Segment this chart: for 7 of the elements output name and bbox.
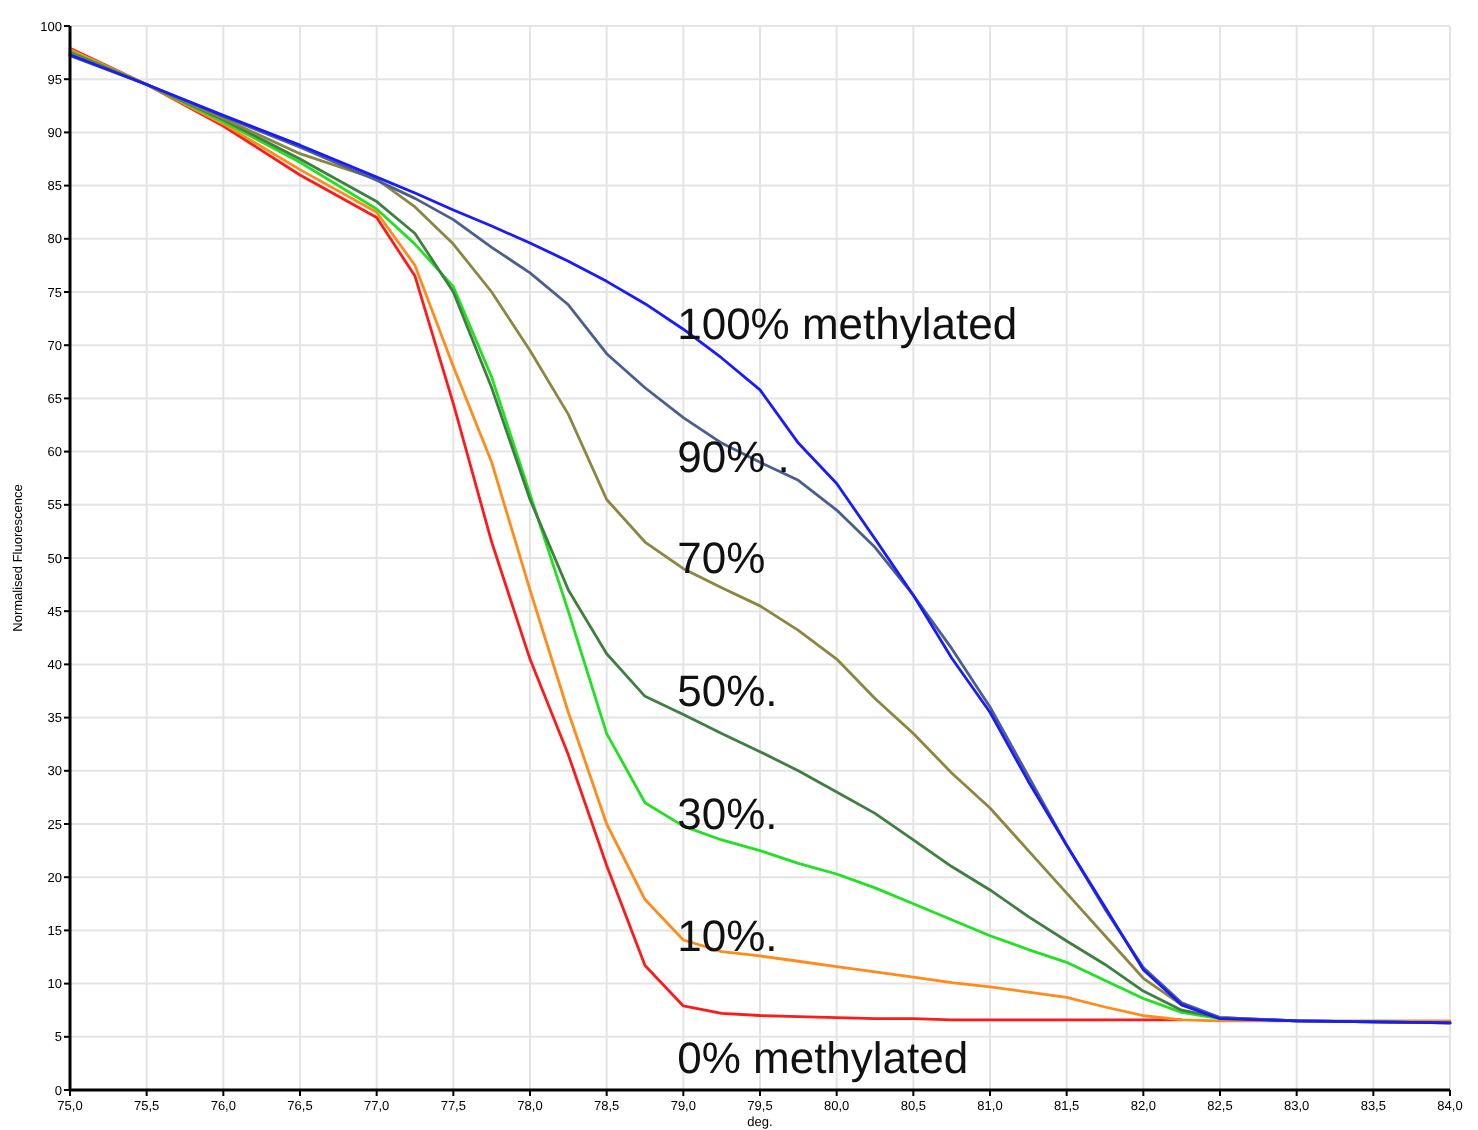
annotation: 50%.: [677, 666, 778, 717]
annotation: 0% methylated: [677, 1033, 969, 1084]
annotation: 100% methylated: [677, 299, 1018, 350]
annotation: 90% .: [677, 432, 790, 483]
annotation: 10%.: [677, 911, 778, 962]
annotation: 70%: [677, 533, 766, 584]
annotation: 30%.: [677, 788, 778, 839]
